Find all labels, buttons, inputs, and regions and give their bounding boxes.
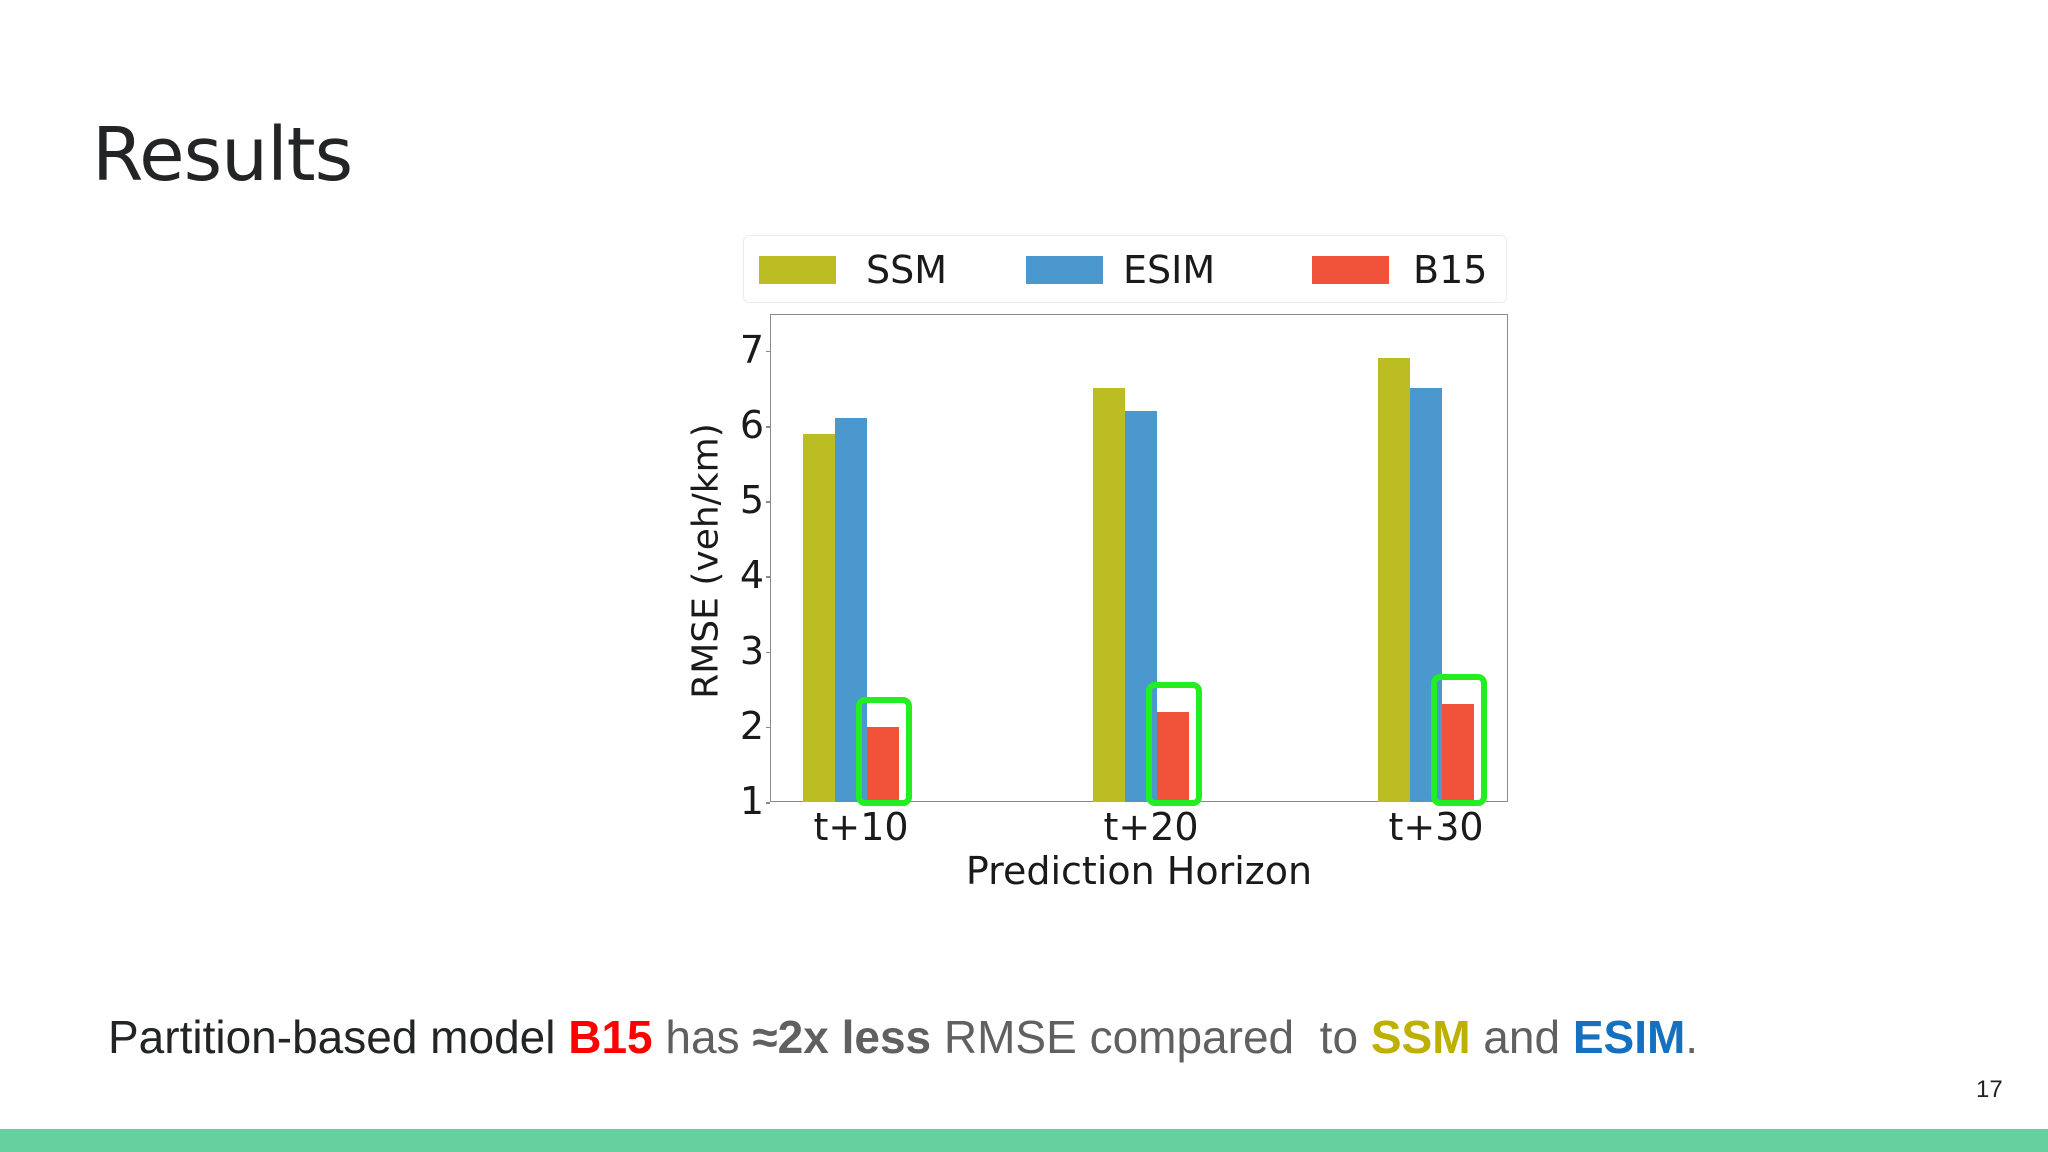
y-tick-label: 5 [739,478,764,523]
bar-ssm-t+20 [1093,388,1125,802]
bar-ssm-t+10 [803,433,835,802]
bar-ssm-t+30 [1378,358,1410,802]
highlight-box-t+20 [1146,681,1202,806]
caption-ssm: SSM [1370,1011,1471,1063]
legend-swatch-esim [1026,256,1103,284]
legend-label-b15: B15 [1413,248,1488,292]
caption-text-3: RMSE compared to [931,1011,1371,1063]
y-tick-mark [766,350,770,353]
legend-item-esim: ESIM [1026,236,1215,304]
y-tick-mark [766,726,770,729]
footer-bar [0,1129,2048,1152]
slide-title: Results [92,112,353,198]
y-tick-label: 1 [739,779,764,823]
caption-text-1: Partition-based model [108,1011,569,1063]
y-tick-mark [766,426,770,428]
caption-period: . [1685,1011,1699,1063]
legend-swatch-b15 [1312,256,1389,284]
y-tick-label: 6 [739,403,764,447]
legend-label-ssm: SSM [866,248,948,292]
x-axis-label: Prediction Horizon [965,849,1313,893]
caption-less: less [828,1011,932,1063]
legend-label-esim: ESIM [1123,248,1216,292]
y-tick-mark [766,802,770,804]
caption-text-2: has [652,1011,753,1063]
y-tick-mark [766,651,770,654]
caption-approx: ≈2x [752,1011,829,1063]
y-tick-label: 2 [739,703,764,748]
caption-esim: ESIM [1572,1011,1686,1063]
y-tick-mark [766,501,770,503]
bar-b15-t+10 [867,726,899,802]
legend-item-b15: B15 [1312,236,1487,304]
caption: Partition-based model B15 has ≈2x less R… [108,1012,1698,1063]
legend-item-ssm: SSM [759,236,947,304]
highlight-box-t+30 [1431,674,1487,806]
bar-b15-t+30 [1442,704,1474,802]
page-number: 17 [1976,1076,2003,1103]
caption-text-4: and [1470,1011,1573,1063]
y-tick-label: 3 [739,628,764,673]
legend-swatch-ssm [759,256,836,284]
x-tick-label: t+30 [1388,805,1484,849]
bar-b15-t+20 [1157,711,1189,802]
y-axis-label: RMSE (veh/km) [685,423,727,699]
x-tick-label: t+10 [813,805,909,849]
y-tick-label: 4 [739,553,764,598]
highlight-box-t+10 [856,696,912,806]
caption-b15: B15 [568,1011,653,1063]
chart-legend: SSM ESIM B15 [743,235,1507,303]
x-tick-label: t+20 [1103,805,1199,849]
y-tick-label: 7 [739,327,764,372]
y-tick-mark [766,576,770,578]
